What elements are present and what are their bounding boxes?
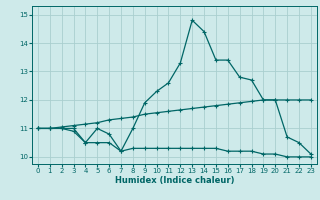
X-axis label: Humidex (Indice chaleur): Humidex (Indice chaleur): [115, 176, 234, 185]
